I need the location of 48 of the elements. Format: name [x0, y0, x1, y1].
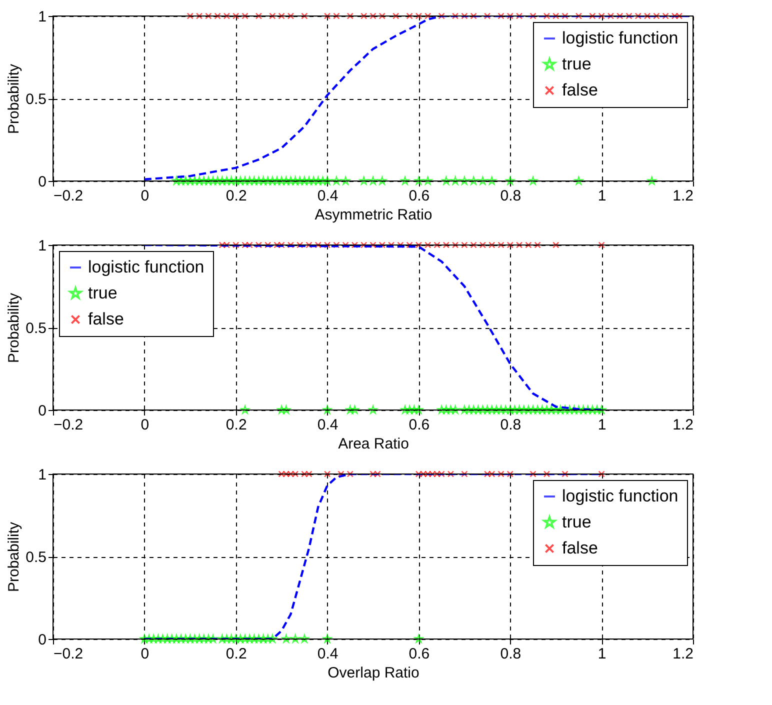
legend-label: false: [562, 538, 598, 558]
x-tick-label: 0.4: [317, 416, 338, 434]
y-tick-label: 1: [38, 8, 46, 26]
x-tick-label: 0.4: [317, 646, 338, 662]
legend-label: true: [88, 284, 118, 302]
x-tick-label: −0.2: [54, 416, 84, 434]
x-tick-label: 0: [140, 646, 150, 662]
x-tick-label: 0: [140, 188, 150, 204]
x-tick-label: 1: [598, 646, 606, 662]
x-tick-label: 1: [598, 416, 606, 434]
legend-label: logistic function: [88, 258, 204, 276]
x-tick-label: 0.4: [317, 188, 338, 204]
legend-label: false: [88, 310, 124, 328]
x-tick-label: 1: [598, 188, 606, 204]
y-tick-label: 0: [38, 174, 46, 190]
y-tick-label: 0: [38, 632, 46, 648]
x-tick-label: 0.6: [408, 188, 430, 204]
x-tick-label: 0.2: [226, 188, 247, 204]
legend-label: true: [562, 512, 592, 532]
x-tick-label: 1.2: [672, 646, 694, 662]
legend-label: false: [562, 80, 598, 100]
y-tick-label: 1: [38, 238, 46, 254]
x-tick-label: 1.2: [672, 416, 694, 434]
y-tick-label: 0.5: [26, 91, 46, 108]
x-tick-label: 0.8: [500, 646, 522, 662]
y-tick-label: 1: [38, 466, 46, 484]
x-tick-label: 0.6: [408, 646, 430, 662]
y-axis-title: Probability: [6, 292, 23, 364]
y-axis-title: Probability: [6, 521, 23, 592]
x-axis-title: Asymmetric Ratio: [314, 206, 432, 224]
y-tick-label: 0: [38, 402, 46, 420]
y-axis-title: Probability: [6, 63, 23, 134]
legend-label: logistic function: [562, 28, 678, 48]
x-tick-label: 0.2: [226, 416, 247, 434]
x-axis-title: Area Ratio: [338, 436, 409, 452]
x-axis-title: Overlap Ratio: [328, 664, 420, 682]
x-tick-label: 0.2: [226, 646, 247, 662]
x-tick-label: 0.8: [500, 416, 522, 434]
x-tick-label: 0.6: [408, 416, 430, 434]
x-tick-label: 0.8: [500, 188, 522, 204]
legend-label: logistic function: [562, 486, 678, 506]
x-tick-label: −0.2: [54, 188, 84, 204]
x-tick-label: −0.2: [54, 646, 84, 662]
x-tick-label: 1.2: [672, 188, 694, 204]
legend-label: true: [562, 54, 592, 74]
y-tick-label: 0.5: [26, 549, 46, 566]
y-tick-label: 0.5: [26, 320, 46, 337]
x-tick-label: 0: [140, 416, 150, 434]
